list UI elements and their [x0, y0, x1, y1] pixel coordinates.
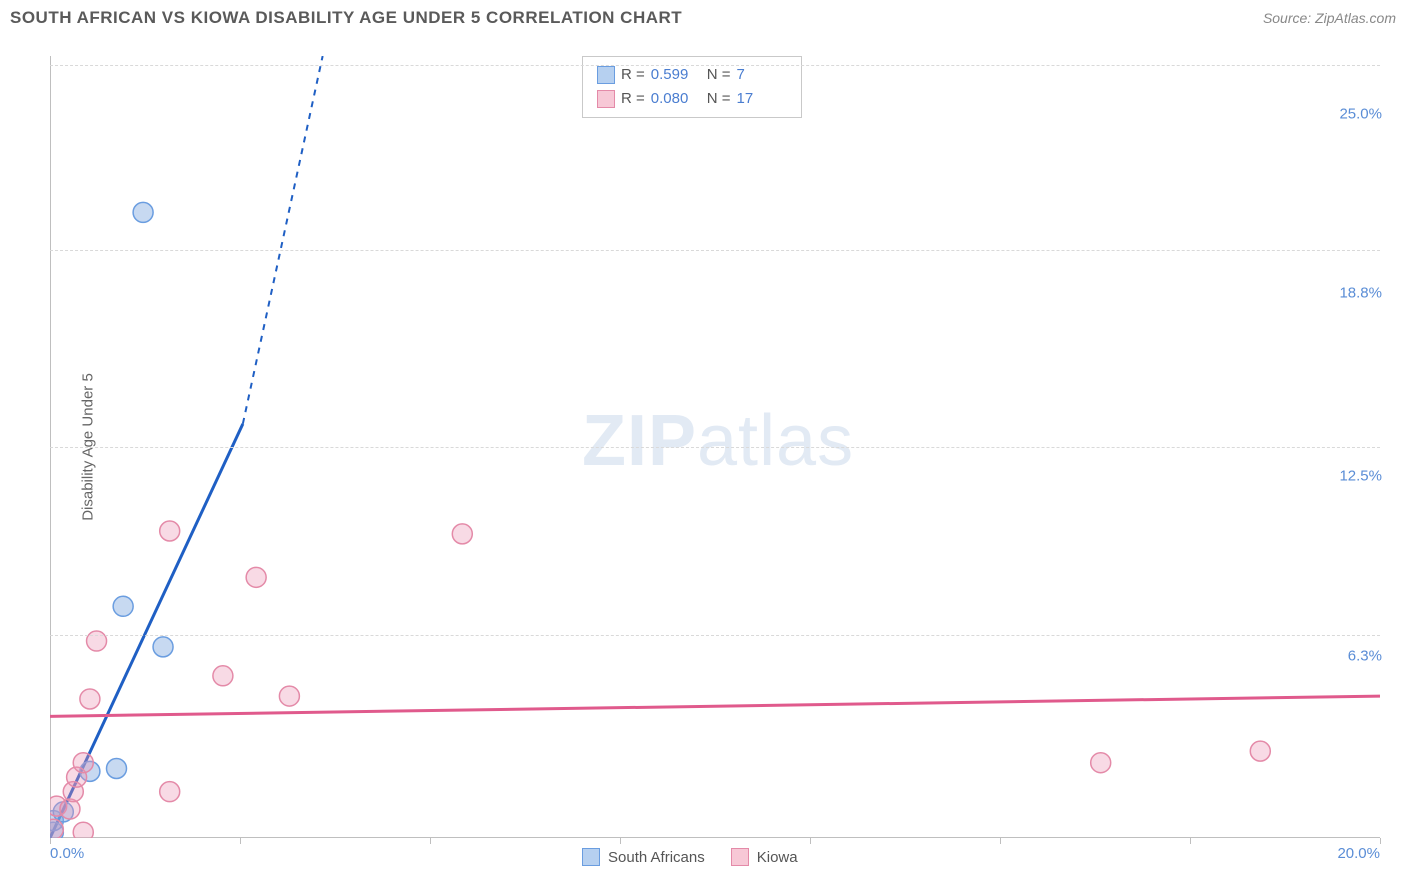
- data-point: [246, 567, 266, 587]
- legend-item-kiowa: Kiowa: [731, 848, 798, 866]
- data-point: [279, 686, 299, 706]
- x-tick-mark: [1190, 838, 1191, 844]
- data-point: [153, 637, 173, 657]
- data-point: [160, 521, 180, 541]
- swatch-kiowa: [597, 90, 615, 108]
- x-tick-mark: [50, 838, 51, 844]
- x-tick-mark: [1380, 838, 1381, 844]
- gridline: [50, 635, 1380, 636]
- series-legend: South Africans Kiowa: [582, 848, 798, 866]
- chart-title: SOUTH AFRICAN VS KIOWA DISABILITY AGE UN…: [10, 8, 682, 28]
- data-point: [160, 782, 180, 802]
- legend-row-kiowa: R = 0.080 N = 17: [597, 87, 787, 111]
- data-point: [73, 822, 93, 838]
- data-point: [133, 202, 153, 222]
- data-point: [87, 631, 107, 651]
- data-point: [60, 799, 80, 819]
- x-tick-mark: [810, 838, 811, 844]
- x-tick-label: 0.0%: [50, 845, 84, 862]
- gridline: [50, 250, 1380, 251]
- data-point: [1091, 753, 1111, 773]
- data-point: [113, 596, 133, 616]
- trendline-1: [50, 696, 1380, 716]
- x-tick-label: 20.0%: [1337, 845, 1380, 862]
- x-tick-mark: [620, 838, 621, 844]
- legend-row-sa: R = 0.599 N = 7: [597, 63, 787, 87]
- y-tick-label: 6.3%: [1348, 647, 1382, 664]
- legend-item-sa: South Africans: [582, 848, 705, 866]
- y-tick-label: 25.0%: [1339, 105, 1382, 122]
- chart-plot-area: Disability Age Under 5 ZIPatlas R = 0.59…: [50, 56, 1380, 838]
- source-attribution: Source: ZipAtlas.com: [1263, 10, 1396, 26]
- data-point: [452, 524, 472, 544]
- gridline: [50, 447, 1380, 448]
- x-tick-mark: [1000, 838, 1001, 844]
- data-point: [1250, 741, 1270, 761]
- x-tick-mark: [430, 838, 431, 844]
- data-point: [80, 689, 100, 709]
- x-tick-mark: [240, 838, 241, 844]
- swatch-kiowa-bottom: [731, 848, 749, 866]
- trendline-dash-0: [243, 56, 323, 424]
- y-tick-label: 18.8%: [1339, 285, 1382, 302]
- swatch-sa: [597, 66, 615, 84]
- gridline: [50, 65, 1380, 66]
- data-point: [107, 758, 127, 778]
- data-point: [213, 666, 233, 686]
- data-point: [73, 753, 93, 773]
- y-tick-label: 12.5%: [1339, 467, 1382, 484]
- chart-header: SOUTH AFRICAN VS KIOWA DISABILITY AGE UN…: [10, 8, 1396, 28]
- swatch-sa-bottom: [582, 848, 600, 866]
